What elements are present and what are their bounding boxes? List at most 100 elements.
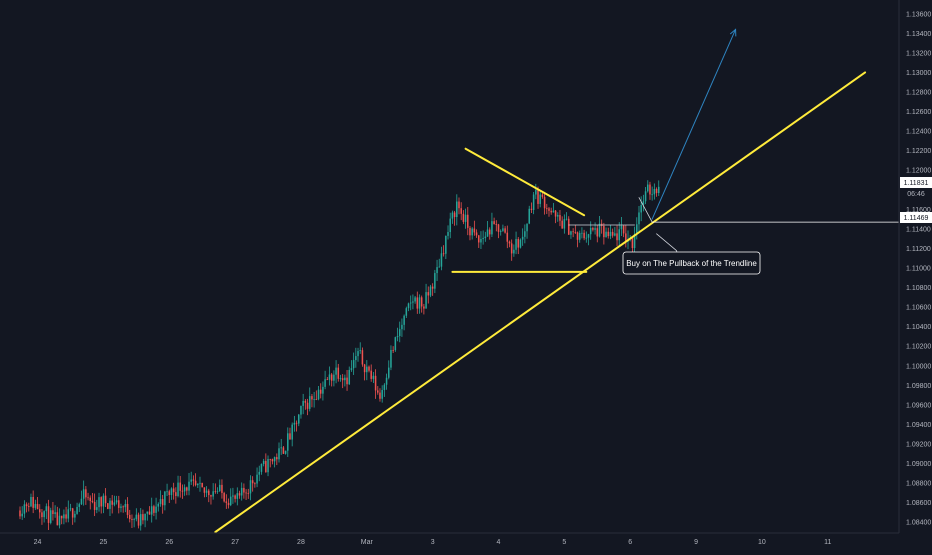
candle-body (510, 243, 513, 254)
candle-body (416, 297, 419, 309)
candle-body (256, 474, 258, 484)
candle-body (532, 194, 535, 210)
candle-body (396, 335, 399, 338)
candle-body (150, 506, 153, 515)
annotation-box[interactable] (622, 251, 761, 275)
candle-body (131, 519, 133, 520)
price-tick-label: 1.13400 (906, 31, 931, 38)
candle-body (188, 481, 190, 491)
candle-body (526, 223, 528, 232)
candle-body (54, 512, 56, 515)
candle-body (104, 495, 107, 504)
candle-body (423, 306, 425, 309)
price-tick-label: 1.12600 (906, 109, 931, 116)
candle-body (249, 480, 252, 494)
candle-body (218, 484, 221, 491)
annotation-callout[interactable]: Buy on The Pullback of the Trendline (622, 251, 761, 275)
candle-body (166, 491, 168, 493)
candle-body (451, 212, 454, 219)
candle-body (475, 232, 478, 236)
candle-body (137, 514, 140, 526)
candle-body (429, 286, 432, 296)
candle-body (449, 218, 451, 233)
candle-body (164, 491, 166, 506)
callout-pointer-line (656, 233, 677, 251)
candle-body (335, 367, 337, 375)
candle-body (506, 232, 509, 242)
candle-body (339, 378, 342, 380)
candle-body (276, 457, 278, 460)
candle-body (592, 227, 594, 230)
candle-body (96, 507, 98, 510)
candle-body (168, 491, 171, 496)
candle-body (377, 390, 379, 393)
candle-body (453, 212, 456, 218)
candle-body (60, 515, 63, 519)
candle-body (572, 231, 574, 233)
time-tick-label: 6 (628, 539, 632, 546)
candle-body (633, 234, 636, 249)
level-price-badge (900, 212, 932, 223)
time-axis-background (0, 533, 932, 550)
candle-body (620, 225, 623, 230)
candle-body (179, 482, 182, 491)
candle-body (297, 414, 300, 424)
candle-body (216, 490, 219, 492)
candle-body (401, 324, 403, 330)
price-tick-label: 1.11200 (906, 246, 931, 253)
candle-body (183, 487, 186, 492)
candle-body (333, 374, 335, 381)
candle-body (368, 366, 370, 371)
candle-body (45, 506, 48, 512)
candle-body (214, 491, 217, 493)
time-tick-label: 28 (297, 539, 305, 546)
candle-body (265, 460, 267, 473)
candle-body (578, 232, 581, 240)
candle-body (594, 228, 596, 230)
time-tick-label: 4 (497, 539, 501, 546)
candle-body (605, 231, 607, 238)
candle-body (58, 515, 61, 526)
candle-body (625, 233, 627, 242)
price-tick-label: 1.13200 (906, 50, 931, 57)
candle-body (589, 227, 592, 235)
candle-body (267, 458, 269, 473)
candle-body (238, 493, 241, 496)
candle-body (144, 513, 146, 521)
candle-body (212, 491, 214, 497)
candle-body (190, 479, 192, 482)
candle-body (194, 480, 197, 486)
time-tick-label: 25 (100, 539, 108, 546)
candle-body (598, 223, 601, 237)
level-price-label: 1.11469 (904, 215, 929, 222)
candle-body (513, 249, 515, 254)
candle-body (221, 484, 223, 493)
candle-body (390, 350, 392, 368)
price-axis[interactable]: 1.13600 1.13400 1.13200 1.13000 1.12800 1.126… (898, 0, 932, 550)
candle-body (647, 184, 649, 192)
candle-body (440, 253, 443, 267)
candle-body (157, 503, 160, 507)
candle-body (293, 422, 296, 425)
candle-body (142, 514, 144, 521)
candle-body (311, 396, 313, 400)
candle-body (607, 231, 610, 237)
candle-body (36, 503, 39, 510)
candle-body (223, 492, 225, 502)
candle-body (52, 510, 54, 515)
candle-body (337, 367, 340, 379)
candle-body (186, 487, 188, 491)
candle-body (330, 374, 333, 381)
candle-body (280, 447, 282, 449)
candle-body (381, 390, 383, 399)
candle-body (622, 225, 625, 234)
candle-body (609, 231, 612, 237)
candle-body (574, 232, 577, 233)
time-axis[interactable]: 24 25 26 27 28 Mar 3 4 5 6 9 10 11 (0, 532, 932, 550)
candle-body (554, 210, 557, 217)
candle-body (115, 500, 118, 503)
candle-body (247, 493, 250, 494)
candle-body (442, 253, 445, 255)
